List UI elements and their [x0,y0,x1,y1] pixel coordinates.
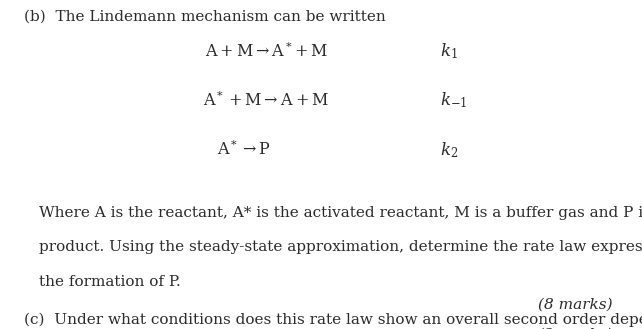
Text: $\mathrm{A^* \rightarrow P}$: $\mathrm{A^* \rightarrow P}$ [217,140,271,159]
Text: $k_{-1}$: $k_{-1}$ [440,90,467,110]
Text: (c)  Under what conditions does this rate law show an overall second order depen: (c) Under what conditions does this rate… [24,313,642,327]
Text: $k_1$: $k_1$ [440,41,458,61]
Text: (8 marks): (8 marks) [539,298,613,312]
Text: product. Using the steady-state approximation, determine the rate law expression: product. Using the steady-state approxim… [39,240,642,254]
Text: the formation of P.: the formation of P. [39,275,180,289]
Text: Where A is the reactant, A* is the activated reactant, M is a buffer gas and P i: Where A is the reactant, A* is the activ… [39,206,642,220]
Text: $\mathrm{A^* + M \rightarrow A + M}$: $\mathrm{A^* + M \rightarrow A + M}$ [204,91,329,110]
Text: $\mathrm{A + M \rightarrow A^*\!+ M}$: $\mathrm{A + M \rightarrow A^*\!+ M}$ [205,41,328,61]
Text: $k_2$: $k_2$ [440,140,458,160]
Text: (2 marks): (2 marks) [539,327,613,329]
Text: (b)  The Lindemann mechanism can be written: (b) The Lindemann mechanism can be writt… [24,10,386,24]
